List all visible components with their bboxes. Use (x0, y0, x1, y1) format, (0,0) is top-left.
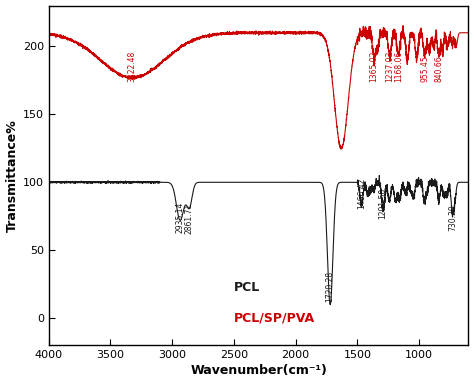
Text: 840.66: 840.66 (434, 55, 443, 82)
Text: 1168.06: 1168.06 (394, 51, 403, 82)
Text: 2861.71: 2861.71 (185, 203, 194, 234)
Text: 955.45: 955.45 (420, 55, 429, 82)
Y-axis label: Transmittance%: Transmittance% (6, 119, 18, 232)
Text: PCL/SP/PVA: PCL/SP/PVA (234, 311, 315, 324)
X-axis label: Wavenumber(cm⁻¹): Wavenumber(cm⁻¹) (190, 365, 327, 377)
Text: 1237.03: 1237.03 (385, 50, 394, 82)
Text: 1291.50: 1291.50 (379, 188, 388, 219)
Text: 1466.42: 1466.42 (357, 178, 366, 210)
Text: 730.39: 730.39 (448, 205, 457, 231)
Text: 1365.02: 1365.02 (370, 50, 379, 82)
Text: PCL: PCL (234, 281, 260, 294)
Text: 3322.48: 3322.48 (128, 51, 137, 82)
Text: 2935.14: 2935.14 (176, 201, 185, 232)
Text: 1720.28: 1720.28 (326, 271, 335, 302)
